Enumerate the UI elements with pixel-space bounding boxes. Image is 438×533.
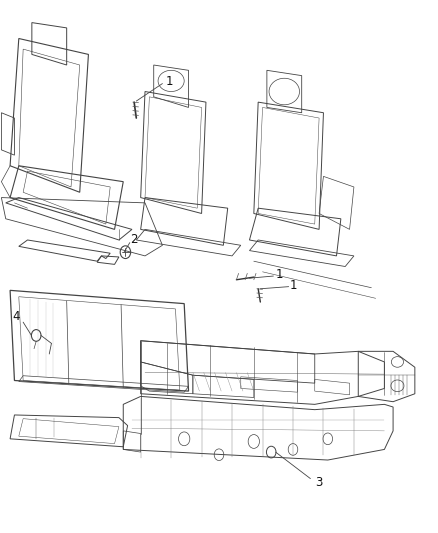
Text: 1: 1 xyxy=(276,269,283,281)
Text: 1: 1 xyxy=(165,76,173,88)
Text: 2: 2 xyxy=(131,233,138,246)
Text: 3: 3 xyxy=(315,476,323,489)
Text: 4: 4 xyxy=(13,310,21,324)
Text: 1: 1 xyxy=(290,279,297,292)
